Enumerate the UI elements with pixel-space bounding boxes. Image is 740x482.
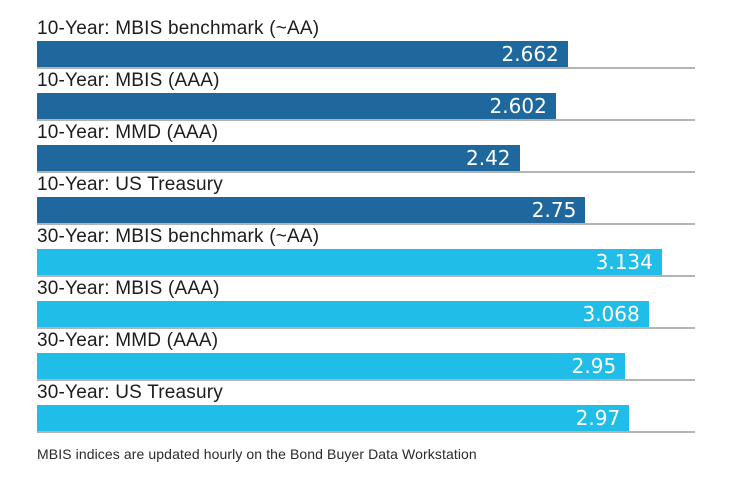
bar-10yr-mmd-aaa: 2.42 [37,145,520,171]
chart-row: 10-Year: MBIS (AAA) 2.602 [0,69,740,121]
bar-track: 3.134 [37,249,695,277]
bar-10yr-mbis-benchmark: 2.662 [37,41,568,67]
chart-row: 30-Year: MBIS benchmark (~AA) 3.134 [0,225,740,277]
bar-track: 2.662 [37,41,695,69]
chart-row: 30-Year: MMD (AAA) 2.95 [0,329,740,381]
bar-label: 10-Year: MBIS (AAA) [37,70,220,91]
bar-label: 10-Year: US Treasury [37,174,223,195]
bar-track: 2.97 [37,405,695,433]
bar-value-label: 2.42 [466,146,511,170]
bar-track: 2.75 [37,197,695,225]
chart-footnote: MBIS indices are updated hourly on the B… [37,446,477,462]
chart-row: 30-Year: MBIS (AAA) 3.068 [0,277,740,329]
bar-value-label: 2.75 [531,198,577,222]
bar-value-label: 2.97 [575,406,621,430]
bar-10yr-mbis-aaa: 2.602 [37,93,556,119]
bar-value-label: 3.068 [582,302,640,326]
bar-value-label: 2.602 [489,94,547,118]
bar-track: 2.42 [37,145,695,173]
bar-value-label: 3.134 [595,250,653,274]
bar-30yr-us-treasury: 2.97 [37,405,630,431]
bar-value-label: 2.662 [501,42,559,66]
chart-row: 10-Year: US Treasury 2.75 [0,173,740,225]
bar-track: 2.95 [37,353,695,381]
chart-row: 30-Year: US Treasury 2.97 [0,381,740,433]
bar-30yr-mbis-benchmark: 3.134 [37,249,662,275]
bar-label: 10-Year: MBIS benchmark (~AA) [37,18,320,39]
bar-30yr-mmd-aaa: 2.95 [37,353,626,379]
bar-label: 30-Year: MMD (AAA) [37,330,219,351]
bar-label: 10-Year: MMD (AAA) [37,122,219,143]
bar-label: 30-Year: US Treasury [37,382,223,403]
bar-track: 3.068 [37,301,695,329]
bar-value-label: 2.95 [571,354,617,378]
chart-row: 10-Year: MMD (AAA) 2.42 [0,121,740,173]
bar-track: 2.602 [37,93,695,121]
bar-30yr-mbis-aaa: 3.068 [37,301,649,327]
bar-10yr-us-treasury: 2.75 [37,197,586,223]
bar-label: 30-Year: MBIS benchmark (~AA) [37,226,320,247]
chart-row: 10-Year: MBIS benchmark (~AA) 2.662 [0,17,740,69]
bar-label: 30-Year: MBIS (AAA) [37,278,220,299]
